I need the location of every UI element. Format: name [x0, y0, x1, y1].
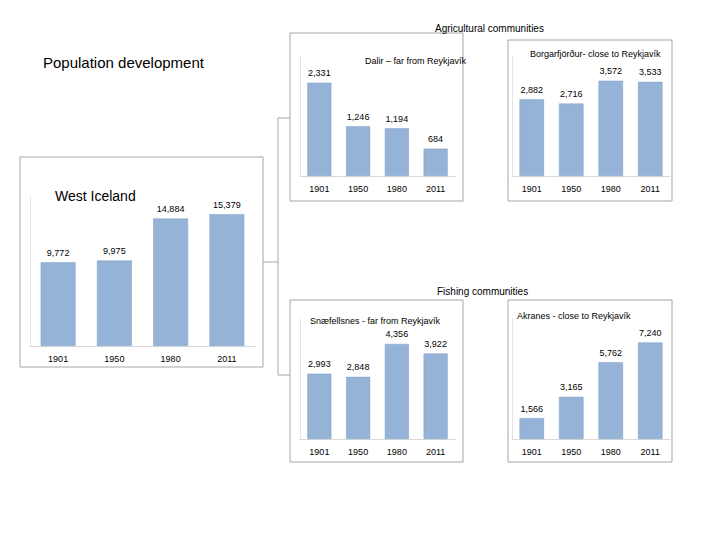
svg-text:2011: 2011	[217, 354, 236, 364]
svg-text:1901: 1901	[309, 184, 329, 194]
svg-text:5,762: 5,762	[599, 348, 622, 358]
svg-text:15,379: 15,379	[213, 200, 241, 210]
svg-text:1950: 1950	[348, 447, 368, 457]
svg-text:9,772: 9,772	[47, 248, 70, 258]
svg-text:1950: 1950	[561, 447, 581, 457]
svg-text:Snæfellsnes - far from Reykjav: Snæfellsnes - far from Reykjavík	[310, 316, 441, 326]
svg-text:9,975: 9,975	[103, 246, 126, 256]
svg-text:1980: 1980	[387, 184, 407, 194]
svg-text:7,240: 7,240	[639, 328, 662, 338]
svg-text:1950: 1950	[561, 184, 581, 194]
svg-text:3,165: 3,165	[560, 382, 583, 392]
svg-text:1980: 1980	[387, 447, 407, 457]
svg-text:1,194: 1,194	[386, 114, 409, 124]
svg-text:1980: 1980	[601, 184, 621, 194]
svg-text:1950: 1950	[348, 184, 368, 194]
svg-text:1980: 1980	[601, 447, 621, 457]
svg-text:West Iceland: West Iceland	[55, 188, 136, 204]
svg-text:2011: 2011	[426, 447, 445, 457]
svg-text:14,884: 14,884	[157, 204, 185, 214]
svg-text:Population development: Population development	[43, 54, 205, 71]
svg-text:3,533: 3,533	[639, 67, 662, 77]
svg-text:1901: 1901	[48, 354, 68, 364]
svg-text:Dalir – far from Reykjavík: Dalir – far from Reykjavík	[365, 56, 467, 66]
svg-text:Borgarfjörður- close to Reykja: Borgarfjörður- close to Reykjavík	[530, 49, 661, 59]
svg-text:684: 684	[428, 134, 443, 144]
svg-text:2,331: 2,331	[308, 68, 331, 78]
svg-text:2,848: 2,848	[347, 362, 370, 372]
svg-text:1901: 1901	[309, 447, 329, 457]
svg-text:1901: 1901	[522, 447, 542, 457]
svg-text:1,246: 1,246	[347, 112, 370, 122]
svg-text:3,572: 3,572	[599, 66, 622, 76]
svg-text:Fishing communities: Fishing communities	[437, 286, 528, 297]
svg-text:2,993: 2,993	[308, 359, 331, 369]
svg-text:Agricultural communities: Agricultural communities	[435, 23, 544, 34]
svg-text:2,716: 2,716	[560, 89, 583, 99]
svg-text:2011: 2011	[641, 184, 660, 194]
svg-text:Akranes - close to Reykjavík: Akranes - close to Reykjavík	[517, 311, 631, 321]
svg-text:1980: 1980	[161, 354, 181, 364]
svg-text:1950: 1950	[104, 354, 124, 364]
svg-text:2011: 2011	[641, 447, 660, 457]
svg-text:3,922: 3,922	[424, 339, 447, 349]
svg-text:2011: 2011	[426, 184, 445, 194]
svg-text:1,566: 1,566	[520, 404, 543, 414]
svg-text:2,882: 2,882	[520, 85, 543, 95]
svg-text:1901: 1901	[522, 184, 542, 194]
svg-text:4,356: 4,356	[386, 329, 409, 339]
